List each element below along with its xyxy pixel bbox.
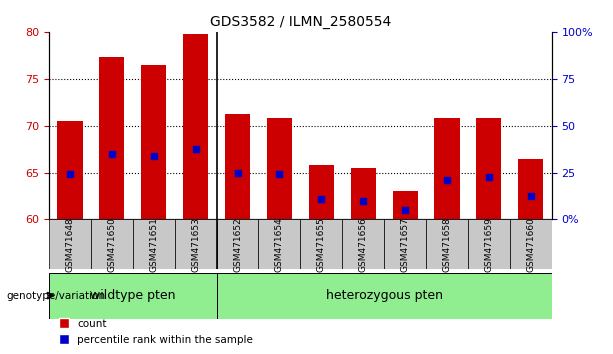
FancyBboxPatch shape <box>49 219 91 269</box>
Text: GSM471659: GSM471659 <box>484 217 493 272</box>
Text: wildtype pten: wildtype pten <box>90 289 175 302</box>
FancyBboxPatch shape <box>468 219 510 269</box>
Bar <box>351 168 376 219</box>
Text: GSM471660: GSM471660 <box>526 217 535 272</box>
FancyBboxPatch shape <box>510 219 552 269</box>
FancyBboxPatch shape <box>175 219 216 269</box>
Text: GSM471658: GSM471658 <box>443 217 452 272</box>
Bar <box>518 159 543 219</box>
Text: GSM471652: GSM471652 <box>233 217 242 272</box>
FancyBboxPatch shape <box>133 219 175 269</box>
Text: GSM471655: GSM471655 <box>317 217 326 272</box>
Legend: count, percentile rank within the sample: count, percentile rank within the sample <box>54 315 257 349</box>
Bar <box>476 118 501 219</box>
Bar <box>141 65 166 219</box>
Text: heterozygous pten: heterozygous pten <box>326 289 443 302</box>
Bar <box>309 165 334 219</box>
Text: GSM471656: GSM471656 <box>359 217 368 272</box>
FancyBboxPatch shape <box>216 273 552 319</box>
Bar <box>183 34 208 219</box>
Bar <box>99 57 124 219</box>
Text: GSM471648: GSM471648 <box>66 217 75 272</box>
FancyBboxPatch shape <box>342 219 384 269</box>
Text: GSM471653: GSM471653 <box>191 217 200 272</box>
FancyBboxPatch shape <box>49 273 216 319</box>
FancyBboxPatch shape <box>259 219 300 269</box>
Bar <box>392 191 417 219</box>
Bar <box>58 121 83 219</box>
Bar <box>435 118 460 219</box>
FancyBboxPatch shape <box>384 219 426 269</box>
FancyBboxPatch shape <box>426 219 468 269</box>
Text: genotype/variation: genotype/variation <box>6 291 105 301</box>
Text: GSM471650: GSM471650 <box>107 217 116 272</box>
Bar <box>225 114 250 219</box>
FancyBboxPatch shape <box>300 219 342 269</box>
FancyBboxPatch shape <box>91 219 133 269</box>
Text: GSM471657: GSM471657 <box>400 217 409 272</box>
Text: GSM471651: GSM471651 <box>149 217 158 272</box>
Bar <box>267 118 292 219</box>
FancyBboxPatch shape <box>216 219 259 269</box>
Title: GDS3582 / ILMN_2580554: GDS3582 / ILMN_2580554 <box>210 16 391 29</box>
Text: GSM471654: GSM471654 <box>275 217 284 272</box>
